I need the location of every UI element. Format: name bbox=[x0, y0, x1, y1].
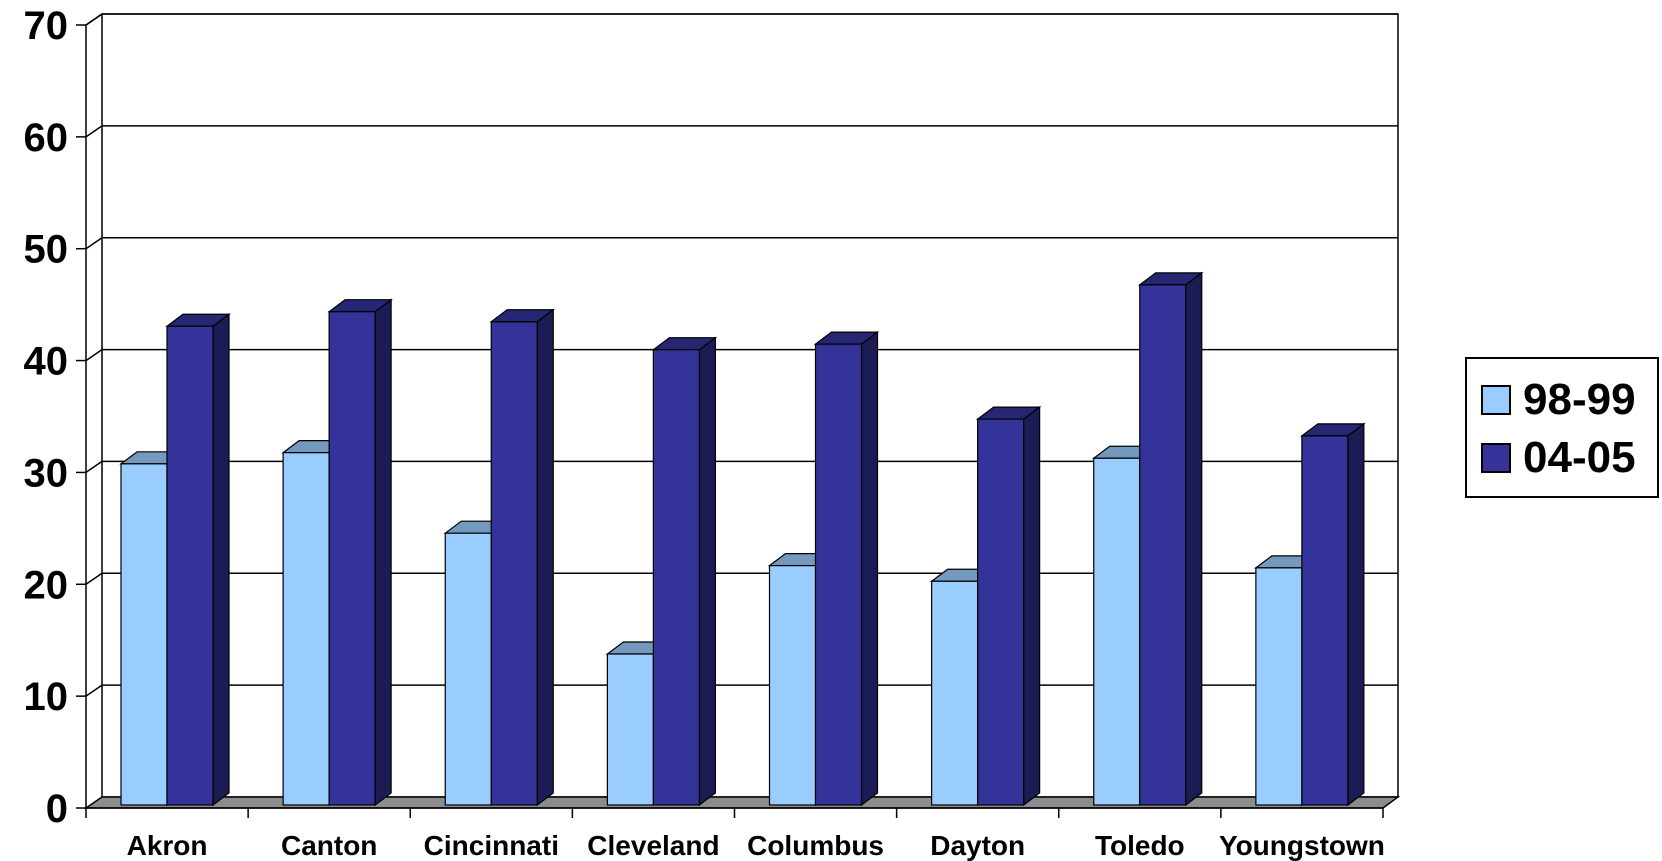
y-tick-label: 30 bbox=[24, 451, 69, 495]
gridline-side bbox=[85, 13, 103, 26]
bar-side-face bbox=[212, 313, 230, 807]
gridline-side bbox=[85, 572, 103, 585]
y-tick-label: 50 bbox=[24, 228, 69, 272]
legend-swatch-series-1 bbox=[1481, 385, 1511, 415]
gridline-side bbox=[85, 237, 103, 250]
x-tick-label: Youngstown bbox=[1219, 830, 1385, 861]
x-tick-label: Cleveland bbox=[587, 830, 719, 861]
y-tick-label: 20 bbox=[24, 563, 69, 607]
x-tick-label: Toledo bbox=[1095, 830, 1185, 861]
bar-side-face bbox=[374, 298, 392, 807]
bar-dayton-04-05 bbox=[975, 405, 1042, 807]
y-axis: 0 10 20 30 40 50 60 70 bbox=[24, 4, 87, 831]
y-tick-label: 0 bbox=[46, 787, 68, 831]
bar-front-face bbox=[166, 325, 214, 806]
bar-side-face bbox=[1347, 422, 1365, 807]
legend-swatch-series-2 bbox=[1481, 443, 1511, 473]
bar-columbus-04-05 bbox=[813, 330, 880, 807]
bar-front-face bbox=[1093, 457, 1141, 806]
bar-canton-04-05 bbox=[327, 298, 393, 807]
bar-front-face bbox=[1301, 435, 1349, 806]
gridline-side bbox=[85, 348, 103, 362]
bar-toledo-04-05 bbox=[1137, 271, 1204, 807]
bar-front-face bbox=[328, 311, 376, 806]
legend: 98-99 04-05 bbox=[1465, 357, 1659, 498]
legend-item-series-2: 04-05 bbox=[1481, 436, 1636, 480]
bar-front-face bbox=[490, 321, 538, 806]
legend-item-series-1: 98-99 bbox=[1481, 378, 1636, 422]
x-tick-label: Canton bbox=[281, 830, 377, 861]
x-tick-label: Columbus bbox=[747, 830, 884, 861]
bar-akron-04-05 bbox=[165, 313, 231, 807]
bar-side-face bbox=[860, 330, 879, 807]
bar-front-face bbox=[931, 580, 979, 806]
x-tick-label: Dayton bbox=[930, 830, 1025, 861]
legend-label-series-2: 04-05 bbox=[1523, 433, 1636, 482]
legend-label-series-1: 98-99 bbox=[1523, 375, 1636, 424]
bar-side-face bbox=[536, 308, 554, 807]
y-tick-label: 60 bbox=[24, 116, 69, 160]
x-tick-label: Akron bbox=[127, 830, 208, 861]
y-tick-label: 40 bbox=[24, 340, 69, 384]
bar-front-face bbox=[652, 349, 700, 806]
bar-front-face bbox=[444, 532, 492, 806]
bar-front-face bbox=[1255, 567, 1303, 806]
bar-front-face bbox=[282, 452, 330, 806]
x-axis: Akron Canton Cincinnati Cleveland Columbus Da… bbox=[85, 807, 1385, 861]
bar-youngstown-04-05 bbox=[1300, 422, 1366, 807]
gridline-side bbox=[85, 125, 103, 138]
gridline-side bbox=[85, 684, 103, 697]
bar-cincinnati-04-05 bbox=[489, 308, 556, 807]
gridline-side bbox=[85, 460, 103, 474]
y-tick-label: 70 bbox=[24, 4, 69, 48]
bar-front-face bbox=[977, 418, 1025, 806]
bar-cleveland-04-05 bbox=[651, 336, 718, 807]
bar-front-face bbox=[768, 565, 817, 806]
bar-side-face bbox=[1185, 271, 1203, 807]
bar-front-face bbox=[814, 343, 863, 806]
x-tick-label: Cincinnati bbox=[424, 830, 559, 861]
bar-front-face bbox=[1139, 284, 1187, 806]
bars bbox=[119, 271, 1366, 807]
bar-side-face bbox=[1023, 405, 1041, 807]
y-tick-label: 10 bbox=[24, 675, 69, 719]
bar-side-face bbox=[698, 336, 716, 807]
bar-front-face bbox=[606, 653, 654, 806]
bar-front-face bbox=[120, 463, 168, 806]
